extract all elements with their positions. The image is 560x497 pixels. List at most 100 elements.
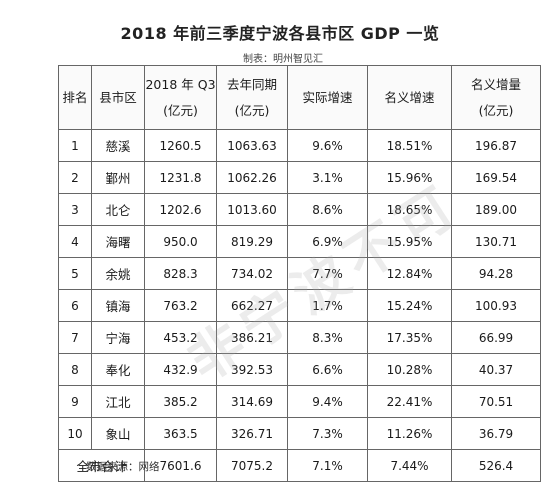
header-nominal-increase-line1: 名义增量: [470, 76, 521, 92]
header-real-growth: 实际增速: [287, 65, 368, 130]
total-nominal-increase: 526.4: [451, 449, 541, 482]
header-last-year: 去年同期 (亿元): [216, 65, 288, 130]
total-last-year: 7075.2: [216, 449, 288, 482]
cell-county: 象山: [91, 417, 145, 450]
cell-q3: 828.3: [144, 257, 217, 290]
total-q3: 7601.6: [144, 449, 217, 482]
cell-rank: 8: [58, 353, 92, 386]
cell-nominal-growth: 10.28%: [367, 353, 452, 386]
cell-rank: 3: [58, 193, 92, 226]
cell-nominal-increase: 169.54: [451, 161, 541, 194]
cell-nominal-growth: 15.96%: [367, 161, 452, 194]
cell-last-year: 734.02: [216, 257, 288, 290]
page-title: 2018 年前三季度宁波各县市区 GDP 一览: [120, 24, 440, 43]
total-label: 全市合计: [58, 449, 145, 482]
table-row: 6 镇海 763.2 662.27 1.7% 15.24% 100.93: [58, 289, 541, 322]
cell-county: 海曙: [91, 225, 145, 258]
cell-last-year: 314.69: [216, 385, 288, 418]
cell-county: 余姚: [91, 257, 145, 290]
cell-real-growth: 7.7%: [287, 257, 368, 290]
cell-q3: 950.0: [144, 225, 217, 258]
cell-county: 镇海: [91, 289, 145, 322]
cell-real-growth: 7.3%: [287, 417, 368, 450]
cell-nominal-growth: 15.24%: [367, 289, 452, 322]
cell-q3: 1202.6: [144, 193, 217, 226]
cell-real-growth: 9.6%: [287, 129, 368, 162]
cell-last-year: 1063.63: [216, 129, 288, 162]
cell-real-growth: 8.3%: [287, 321, 368, 354]
header-q3-unit: (亿元): [163, 102, 198, 118]
cell-nominal-increase: 36.79: [451, 417, 541, 450]
cell-last-year: 819.29: [216, 225, 288, 258]
cell-county: 宁海: [91, 321, 145, 354]
data-source-note: 数据来源：网络: [86, 461, 160, 473]
cell-county: 奉化: [91, 353, 145, 386]
cell-nominal-growth: 18.51%: [367, 129, 452, 162]
cell-q3: 763.2: [144, 289, 217, 322]
cell-rank: 2: [58, 161, 92, 194]
table-row: 10 象山 363.5 326.71 7.3% 11.26% 36.79: [58, 417, 541, 450]
cell-last-year: 326.71: [216, 417, 288, 450]
table-body: 1 慈溪 1260.5 1063.63 9.6% 18.51% 196.87 2…: [58, 129, 541, 482]
cell-nominal-increase: 196.87: [451, 129, 541, 162]
cell-rank: 1: [58, 129, 92, 162]
header-nominal-increase-unit: (亿元): [478, 102, 514, 118]
header-last-year-unit: (亿元): [234, 102, 270, 118]
cell-real-growth: 1.7%: [287, 289, 368, 322]
cell-real-growth: 9.4%: [287, 385, 368, 418]
cell-last-year: 662.27: [216, 289, 288, 322]
cell-nominal-increase: 100.93: [451, 289, 541, 322]
cell-nominal-growth: 15.95%: [367, 225, 452, 258]
cell-q3: 453.2: [144, 321, 217, 354]
cell-real-growth: 8.6%: [287, 193, 368, 226]
cell-county: 鄞州: [91, 161, 145, 194]
cell-nominal-increase: 94.28: [451, 257, 541, 290]
total-nominal-growth: 7.44%: [367, 449, 452, 482]
cell-real-growth: 6.9%: [287, 225, 368, 258]
cell-real-growth: 3.1%: [287, 161, 368, 194]
header-last-year-line1: 去年同期: [226, 76, 277, 92]
header-rank: 排名: [58, 65, 92, 130]
table-row: 3 北仑 1202.6 1013.60 8.6% 18.65% 189.00: [58, 193, 541, 226]
cell-nominal-growth: 18.65%: [367, 193, 452, 226]
cell-q3: 385.2: [144, 385, 217, 418]
table-maker-credit: 制表：明州智见汇: [243, 54, 323, 65]
cell-last-year: 1013.60: [216, 193, 288, 226]
table-row: 1 慈溪 1260.5 1063.63 9.6% 18.51% 196.87: [58, 129, 541, 162]
cell-nominal-growth: 12.84%: [367, 257, 452, 290]
cell-county: 北仑: [91, 193, 145, 226]
total-real-growth: 7.1%: [287, 449, 368, 482]
cell-rank: 7: [58, 321, 92, 354]
cell-nominal-increase: 189.00: [451, 193, 541, 226]
cell-county: 江北: [91, 385, 145, 418]
cell-q3: 432.9: [144, 353, 217, 386]
cell-q3: 1231.8: [144, 161, 217, 194]
cell-last-year: 386.21: [216, 321, 288, 354]
table-row: 9 江北 385.2 314.69 9.4% 22.41% 70.51: [58, 385, 541, 418]
cell-rank: 9: [58, 385, 92, 418]
gdp-table: 排名 县市区 2018 年 Q3 (亿元) 去年同期 (亿元) 实际增速 名义增…: [58, 65, 541, 482]
cell-nominal-increase: 130.71: [451, 225, 541, 258]
cell-rank: 5: [58, 257, 92, 290]
cell-nominal-increase: 70.51: [451, 385, 541, 418]
cell-nominal-growth: 22.41%: [367, 385, 452, 418]
cell-rank: 6: [58, 289, 92, 322]
table-row: 4 海曙 950.0 819.29 6.9% 15.95% 130.71: [58, 225, 541, 258]
cell-nominal-growth: 11.26%: [367, 417, 452, 450]
header-q3-line1: 2018 年 Q3: [145, 76, 216, 92]
table-total-row: 全市合计 7601.6 7075.2 7.1% 7.44% 526.4: [58, 449, 541, 482]
header-county: 县市区: [91, 65, 145, 130]
table-row: 2 鄞州 1231.8 1062.26 3.1% 15.96% 169.54: [58, 161, 541, 194]
table-row: 7 宁海 453.2 386.21 8.3% 17.35% 66.99: [58, 321, 541, 354]
cell-nominal-growth: 17.35%: [367, 321, 452, 354]
cell-last-year: 392.53: [216, 353, 288, 386]
header-q3: 2018 年 Q3 (亿元): [144, 65, 217, 130]
cell-real-growth: 6.6%: [287, 353, 368, 386]
cell-last-year: 1062.26: [216, 161, 288, 194]
cell-county: 慈溪: [91, 129, 145, 162]
cell-rank: 4: [58, 225, 92, 258]
table-row: 8 奉化 432.9 392.53 6.6% 10.28% 40.37: [58, 353, 541, 386]
cell-nominal-increase: 40.37: [451, 353, 541, 386]
cell-rank: 10: [58, 417, 92, 450]
table-header-row: 排名 县市区 2018 年 Q3 (亿元) 去年同期 (亿元) 实际增速 名义增…: [58, 65, 541, 130]
